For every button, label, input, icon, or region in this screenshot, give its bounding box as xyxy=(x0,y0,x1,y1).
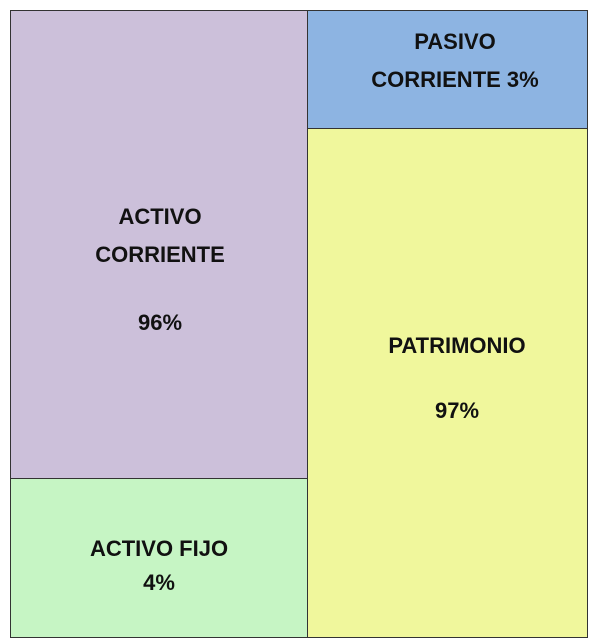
block-label: ACTIVO FIJO xyxy=(89,536,229,561)
block-value: 96% xyxy=(137,310,183,335)
block-value: 97% xyxy=(434,398,480,423)
block-value: 4% xyxy=(143,570,175,595)
activo-fijo-block xyxy=(10,478,308,638)
block-label: PASIVO CORRIENTE 3% xyxy=(371,29,539,92)
block-label: PATRIMONIO xyxy=(388,333,526,358)
patrimonio-block xyxy=(307,128,588,638)
activo-corriente-block xyxy=(10,10,308,479)
block-label: ACTIVO CORRIENTE xyxy=(95,204,225,267)
